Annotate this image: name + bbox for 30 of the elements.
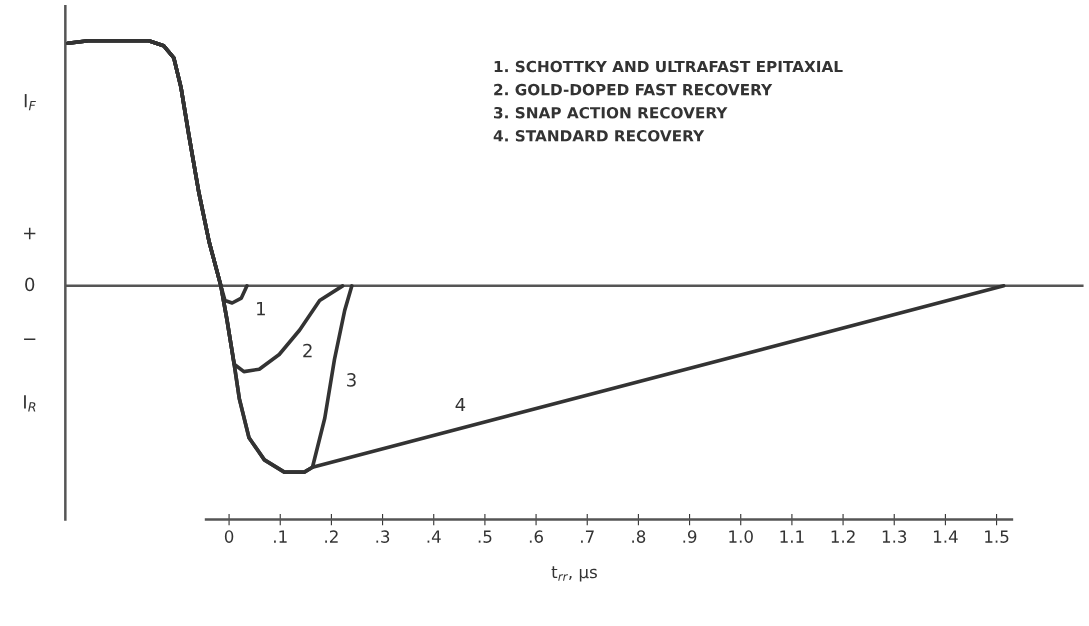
x-tick-label: 1.4 <box>933 530 958 543</box>
annotation: 4. STANDARD RECOVERY <box>493 130 705 142</box>
x-tick-label: .8 <box>632 530 646 543</box>
x-tick-label: 1.1 <box>780 530 804 543</box>
series-label: 4 <box>455 397 466 412</box>
x-tick-label: .6 <box>529 530 543 543</box>
series-label: 1 <box>257 301 265 316</box>
series-label: 3 <box>347 373 356 387</box>
series-label: 2 <box>303 343 312 358</box>
annotation: 2. GOLD-DOPED FAST RECOVERY <box>494 83 773 96</box>
x-tick-label: .1 <box>274 530 287 543</box>
annotation: 3. SNAP ACTION RECOVERY <box>494 106 728 119</box>
x-tick-label: .9 <box>683 530 697 543</box>
x-tick-label: 1.2 <box>831 530 855 543</box>
annotation: 1. SCHOTTKY AND ULTRAFAST EPITAXIAL <box>494 60 843 73</box>
text: 0 <box>25 277 35 292</box>
x-tick-label: 0 <box>224 530 234 543</box>
x-tick-label: 1.3 <box>882 530 907 543</box>
text: + <box>24 227 36 240</box>
x-tick-label: .4 <box>427 530 441 543</box>
x-axis-title: t$_{rr}$, µs <box>551 566 597 582</box>
x-tick-label: 1.5 <box>985 530 1009 543</box>
x-tick-label: .5 <box>478 530 492 543</box>
text: − <box>24 338 36 340</box>
text: I$_{R}$ <box>24 395 36 412</box>
x-tick-label: 1.0 <box>729 530 753 543</box>
x-tick-label: .7 <box>581 530 594 543</box>
text: I$_{F}$ <box>24 94 36 111</box>
x-tick-label: .3 <box>376 530 390 543</box>
x-tick-label: .2 <box>325 530 338 543</box>
